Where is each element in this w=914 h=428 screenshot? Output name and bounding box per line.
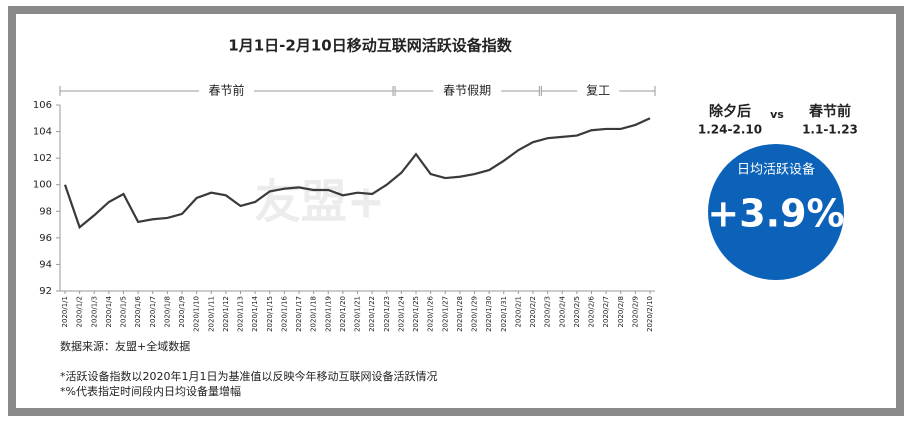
summary-value: +3.9%: [707, 192, 844, 236]
x-tick-label: 2020/2/8: [617, 296, 625, 327]
x-tick-label: 2020/1/11: [207, 296, 215, 332]
period-label: 复工: [586, 84, 610, 98]
y-tick-label: 102: [33, 153, 52, 164]
x-tick-label: 2020/1/19: [324, 296, 332, 332]
x-tick-label: 2020/2/6: [588, 295, 596, 327]
x-tick-label: 2020/1/8: [163, 296, 171, 327]
summary-vs: vs: [770, 108, 784, 121]
y-tick-label: 96: [39, 233, 52, 244]
y-tick-label: 92: [39, 286, 52, 297]
x-tick-label: 2020/1/26: [427, 295, 435, 331]
x-tick-label: 2020/1/13: [237, 296, 245, 332]
x-tick-label: 2020/1/28: [456, 296, 464, 332]
x-tick-label: 2020/1/24: [397, 295, 405, 331]
summary-metric: 日均活跃设备: [737, 162, 815, 178]
line: [63, 117, 651, 230]
x-tick-label: 2020/1/29: [471, 296, 479, 332]
x-tick-label: 2020/1/20: [339, 296, 347, 332]
x-tick-label: 2020/1/16: [280, 295, 288, 331]
summary-right-range: 1.1-1.23: [802, 123, 858, 137]
x-tick-label: 2020/1/7: [149, 296, 157, 327]
period-label: 春节假期: [443, 84, 491, 98]
x-tick-label: 2020/1/6: [134, 295, 142, 327]
x-tick-label: 2020/1/31: [500, 296, 508, 332]
chart-title: 1月1日-2月10日移动互联网活跃设备指数: [228, 37, 512, 55]
x-tick-label: 2020/1/17: [295, 296, 303, 332]
summary-right: 春节前: [808, 103, 851, 120]
y-tick-label: 106: [33, 100, 52, 111]
y-tick-label: 94: [39, 259, 52, 270]
x-tick-label: 2020/1/9: [178, 296, 186, 327]
x-tick-label: 2020/1/15: [266, 296, 274, 332]
x-tick-label: 2020/2/2: [529, 296, 537, 327]
x-tick-label: 2020/2/9: [631, 296, 639, 327]
summary-circle: [708, 144, 844, 280]
x-tick-label: 2020/1/3: [90, 296, 98, 327]
x-tick-label: 2020/1/1: [61, 296, 69, 327]
source: 数据来源：友盟+全域数据: [60, 339, 190, 353]
x-tick-label: 2020/1/5: [120, 296, 128, 327]
x-tick-label: 2020/1/12: [222, 296, 230, 332]
summary-left: 除夕后: [709, 103, 751, 120]
x-tick-label: 2020/1/27: [441, 296, 449, 332]
x-tick-label: 2020/2/4: [558, 295, 566, 327]
y-tick-label: 104: [33, 127, 52, 138]
x-tick-label: 2020/2/3: [544, 296, 552, 327]
period-label: 春节前: [209, 83, 245, 98]
note: *活跃设备指数以2020年1月1日为基准值以反映今年移动互联网设备活跃情况: [60, 369, 438, 383]
x-tick-label: 2020/1/18: [310, 296, 318, 332]
x-tick-label: 2020/1/14: [251, 295, 259, 331]
x-tick-label: 2020/2/5: [573, 296, 581, 327]
x-tick-label: 2020/1/30: [485, 296, 493, 332]
y-tick-label: 100: [33, 180, 52, 191]
x-tick-label: 2020/1/21: [354, 296, 362, 332]
x-tick-label: 2020/1/23: [383, 296, 391, 332]
x-tick-label: 2020/2/10: [646, 296, 654, 332]
summary-left-range: 1.24-2.10: [698, 123, 762, 137]
y-tick-label: 98: [39, 206, 52, 217]
x-tick-label: 2020/1/2: [76, 296, 84, 327]
x-tick-label: 2020/1/10: [193, 296, 201, 332]
x-tick-label: 2020/2/7: [602, 296, 610, 327]
x-tick-label: 2020/1/25: [412, 296, 420, 332]
x-tick-label: 2020/1/4: [105, 295, 113, 327]
note: *%代表指定时间段内日均设备量增幅: [60, 384, 241, 398]
watermark: 友盟+: [255, 175, 386, 229]
x-tick-label: 2020/1/22: [368, 296, 376, 332]
x-tick-label: 2020/2/1: [514, 296, 522, 327]
